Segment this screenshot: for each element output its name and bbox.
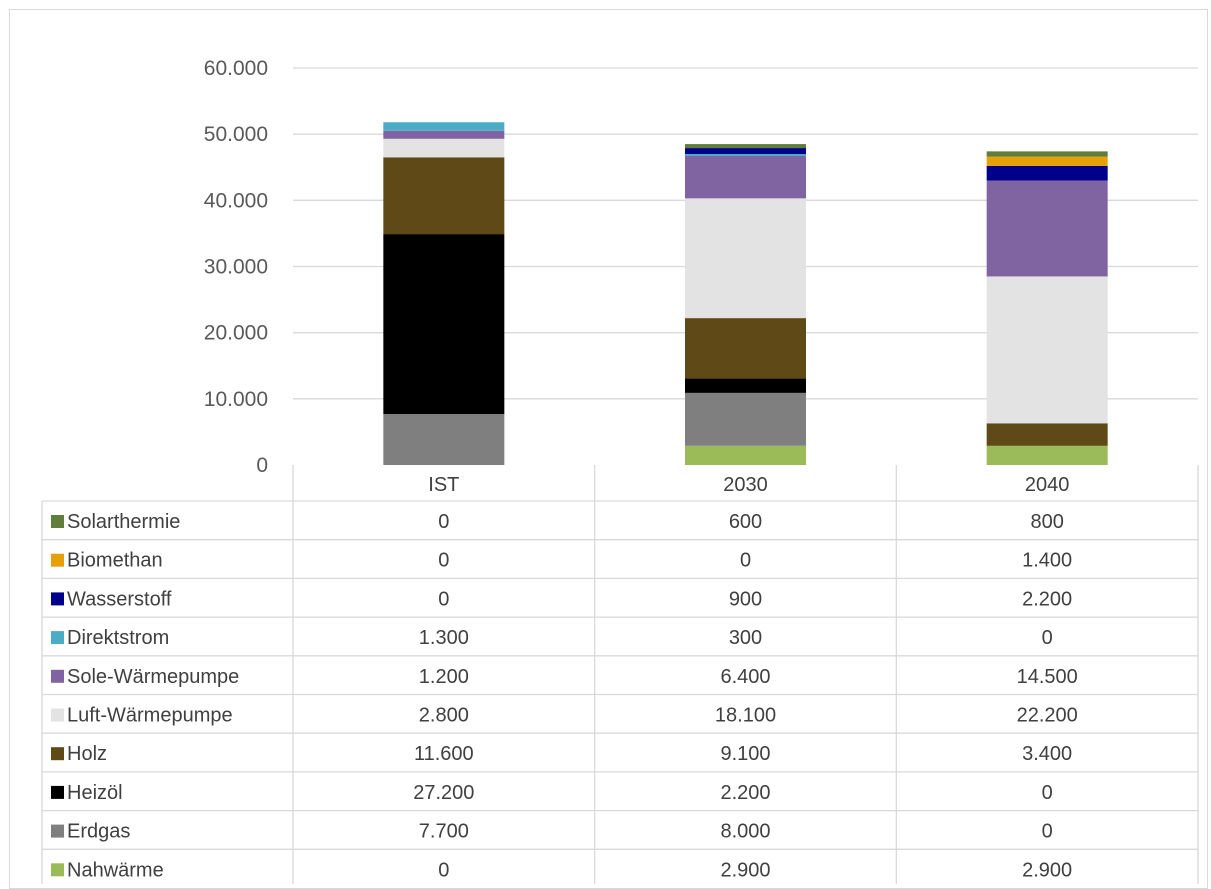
- legend-swatch: [51, 863, 64, 877]
- data-value: 0: [1042, 821, 1053, 843]
- legend-swatch: [51, 785, 64, 799]
- data-value: 2.900: [1022, 859, 1072, 881]
- data-value: 3.400: [1022, 743, 1072, 765]
- legend-label: Erdgas: [67, 821, 130, 843]
- bar-segment: [383, 138, 505, 158]
- data-value: 0: [438, 511, 449, 533]
- legend-label: Biomethan: [67, 550, 163, 572]
- bar-segment: [986, 180, 1108, 277]
- data-value: 0: [740, 550, 751, 572]
- data-value: 900: [729, 588, 762, 610]
- data-value: 27.200: [413, 782, 474, 804]
- bar-segment: [685, 154, 806, 157]
- data-value: 2.200: [720, 782, 770, 804]
- bar-segment: [383, 414, 505, 465]
- legend-label: Direktstrom: [67, 627, 169, 649]
- data-value: 0: [438, 588, 449, 610]
- legend-label: Sole-Wärmepumpe: [67, 666, 239, 688]
- data-value: 2.900: [720, 859, 770, 881]
- bar-segment: [685, 144, 806, 149]
- bar-segment: [986, 156, 1108, 166]
- data-value: 0: [438, 550, 449, 572]
- bar-segment: [383, 122, 505, 131]
- bar-segment: [986, 165, 1108, 181]
- legend-swatch: [51, 515, 64, 528]
- category-label: IST: [428, 474, 459, 496]
- category-label: 2040: [1025, 474, 1070, 496]
- data-value: 2.200: [1022, 588, 1072, 610]
- legend-label: Wasserstoff: [67, 588, 172, 610]
- data-value: 1.200: [419, 666, 469, 688]
- data-value: 11.600: [414, 743, 474, 765]
- legend-swatch: [51, 747, 64, 761]
- data-value: 800: [1030, 511, 1063, 533]
- legend-swatch: [51, 553, 64, 567]
- bar-segment: [685, 318, 806, 379]
- bar-segment: [685, 156, 806, 199]
- data-value: 8.000: [720, 821, 770, 843]
- y-tick-label: 40.000: [204, 189, 268, 212]
- data-value: 0: [438, 859, 449, 881]
- data-value: 7.700: [419, 821, 469, 843]
- y-tick-label: 50.000: [204, 123, 268, 146]
- data-value: 2.800: [419, 705, 469, 727]
- y-tick-label: 20.000: [204, 322, 268, 345]
- y-tick-label: 60.000: [204, 57, 268, 80]
- bar-segment: [383, 234, 505, 415]
- y-tick-label: 10.000: [204, 388, 268, 411]
- bar-segment: [383, 157, 505, 235]
- bar-segment: [685, 392, 806, 446]
- legend-swatch: [51, 708, 64, 722]
- data-value: 9.100: [720, 743, 770, 765]
- data-value: 0: [1042, 782, 1053, 804]
- bar-segment: [685, 445, 806, 465]
- legend-swatch: [51, 592, 64, 606]
- data-value: 6.400: [720, 666, 770, 688]
- y-tick-label: 30.000: [204, 256, 268, 279]
- y-axis-ticks: 0 10.000 20.000 30.000 40.000 50.000 60.000: [204, 57, 268, 477]
- data-value: 22.200: [1017, 705, 1078, 727]
- data-value: 300: [729, 627, 762, 649]
- legend-swatch: [51, 631, 64, 645]
- bar-segment: [986, 276, 1108, 424]
- data-value: 14.500: [1017, 666, 1078, 688]
- legend-label: Holz: [67, 743, 107, 765]
- bars: [383, 122, 1108, 465]
- bar-segment: [685, 148, 806, 155]
- data-table: IST 2030 2040 Solarthermie 0 600 800 Biomethan 0…: [41, 465, 1199, 884]
- legend-label: Solarthermie: [67, 511, 180, 533]
- bar-segment: [986, 445, 1108, 465]
- data-value: 1.400: [1022, 550, 1072, 572]
- data-value: 600: [729, 511, 762, 533]
- bar-segment: [986, 423, 1108, 446]
- legend-swatch: [51, 824, 64, 838]
- bar-segment: [383, 130, 505, 139]
- y-tick-label: 0: [256, 454, 268, 477]
- category-label: 2030: [723, 474, 768, 496]
- legend-label: Luft-Wärmepumpe: [67, 705, 233, 727]
- bar-segment: [685, 378, 806, 393]
- data-value: 0: [1042, 627, 1053, 649]
- legend-label: Nahwärme: [67, 859, 164, 881]
- data-value: 18.100: [715, 705, 776, 727]
- bar-segment: [685, 198, 806, 319]
- legend-label: Heizöl: [67, 782, 123, 804]
- bar-segment: [986, 151, 1108, 157]
- data-value: 1.300: [419, 627, 469, 649]
- legend-swatch: [51, 669, 64, 683]
